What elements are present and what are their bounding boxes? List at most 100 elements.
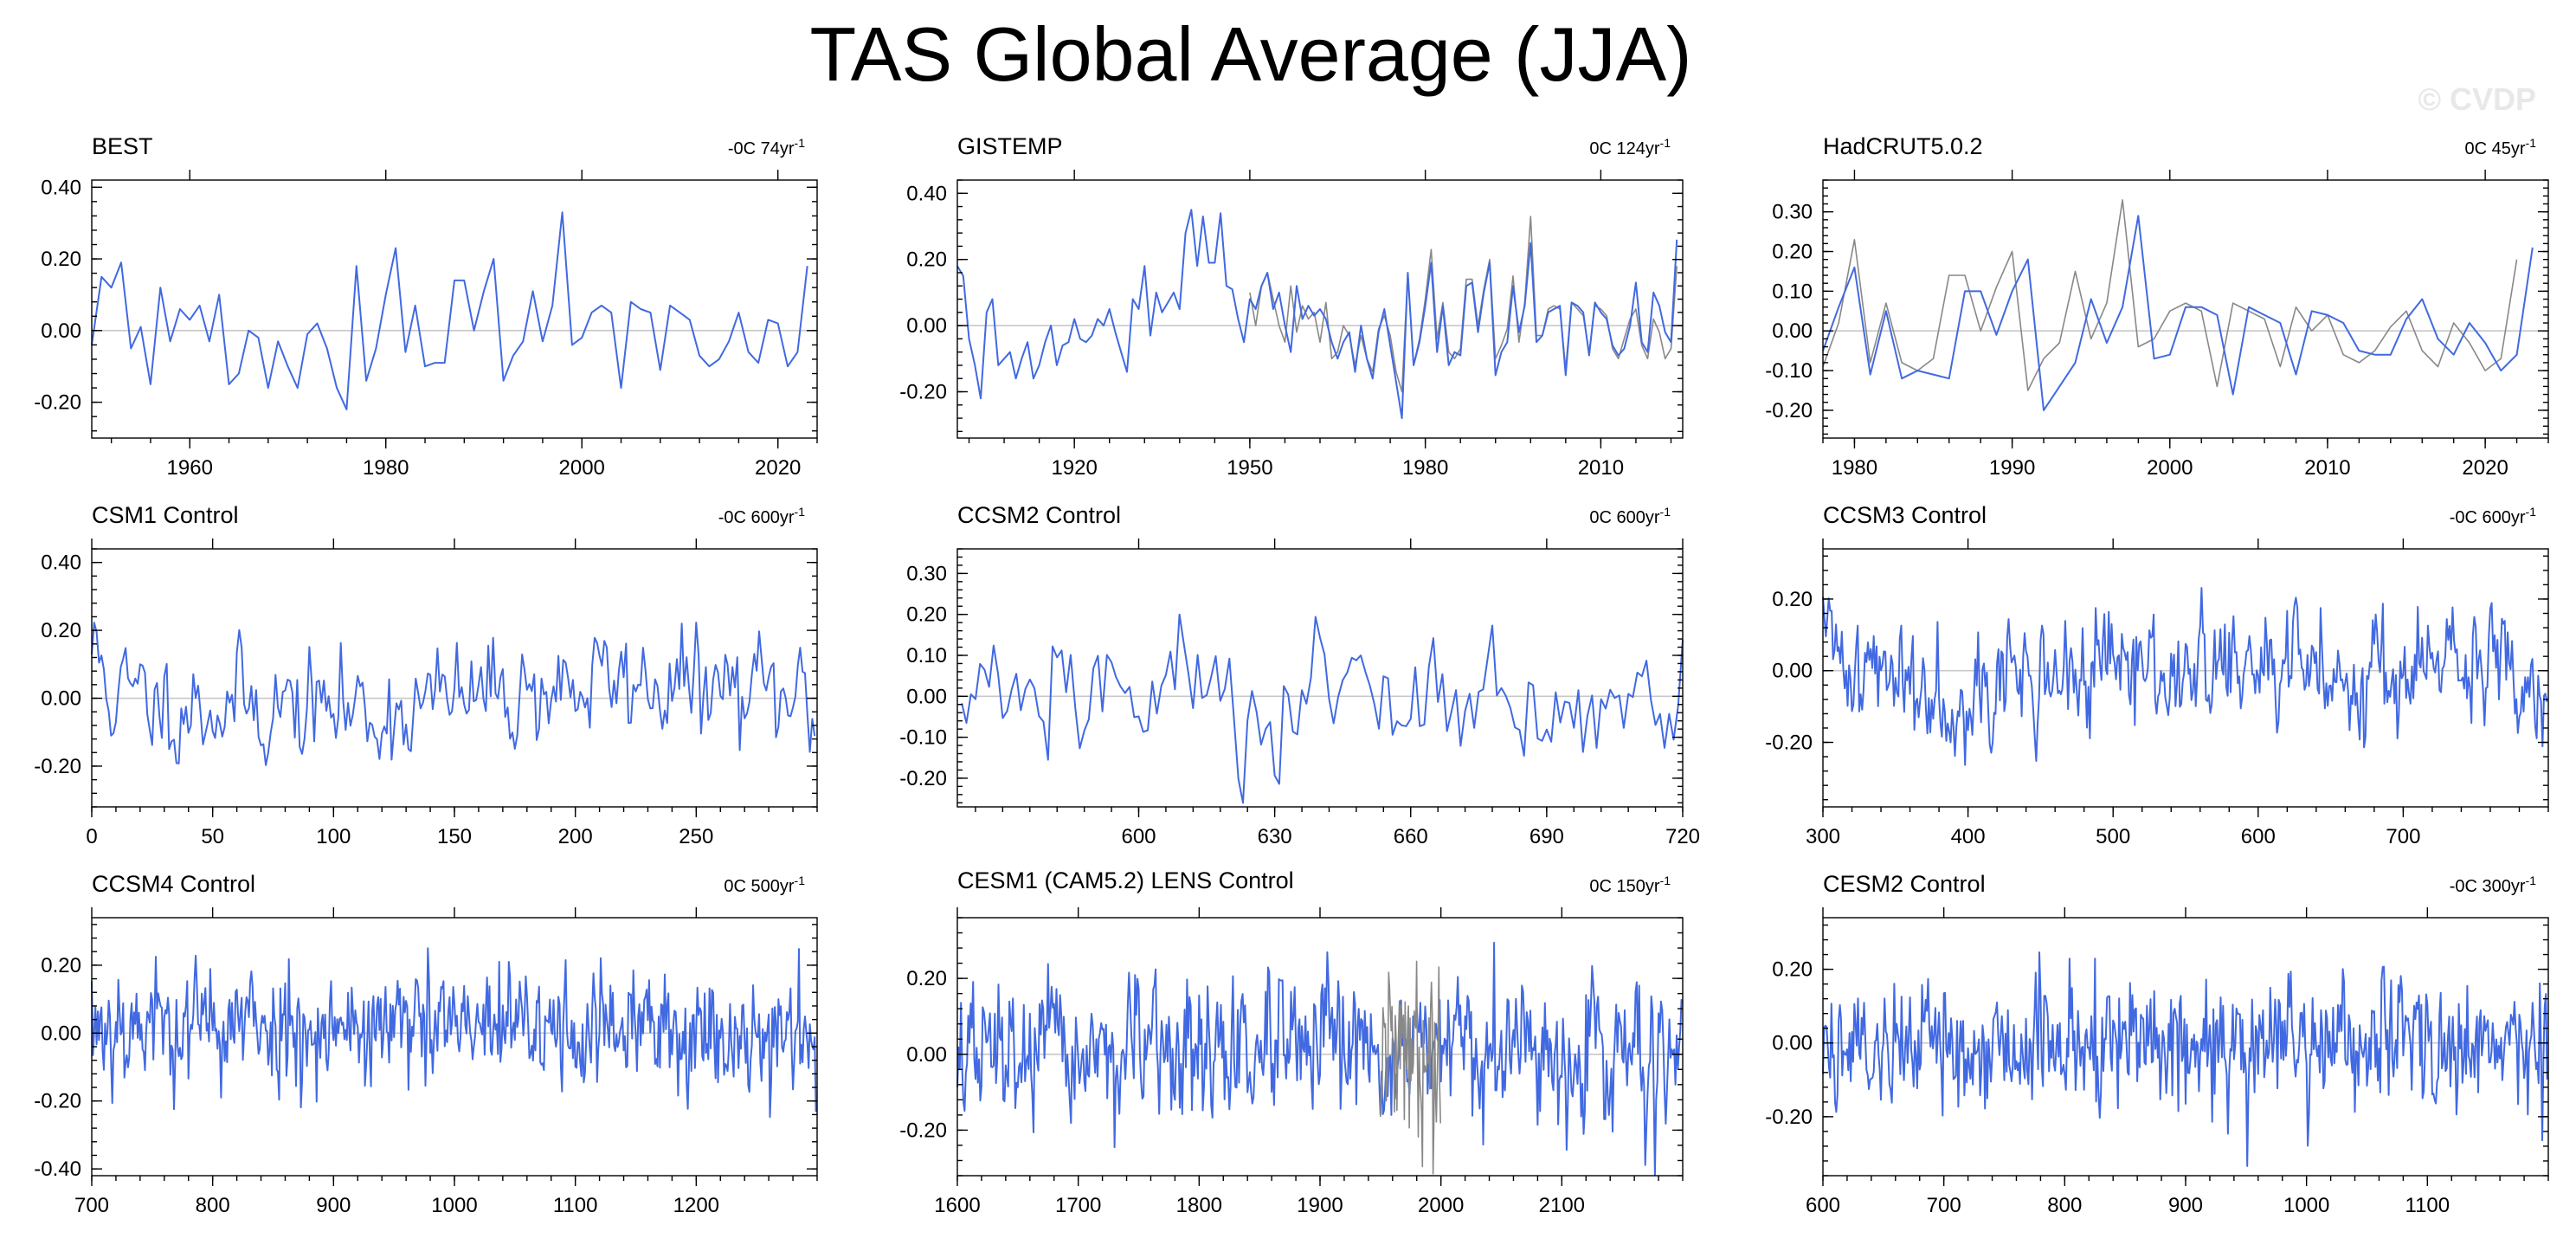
x-tick-label: 1600 — [934, 1194, 980, 1217]
y-tick-label: -0.10 — [899, 726, 947, 750]
x-tick-label: 900 — [316, 1194, 351, 1217]
x-tick-label: 1990 — [1989, 456, 2035, 480]
x-tick-label: 150 — [437, 825, 472, 848]
x-tick-label: 1920 — [1051, 456, 1097, 480]
x-tick-label: 630 — [1258, 825, 1292, 848]
panel-title: CCSM3 Control — [1823, 502, 1987, 528]
x-tick-label: 1980 — [363, 456, 409, 480]
y-tick-label: 0.00 — [41, 319, 81, 343]
trend-label: -0C 600yr-1 — [718, 505, 805, 527]
x-tick-label: 800 — [2047, 1194, 2082, 1217]
trend-superscript: -1 — [1660, 874, 1671, 887]
series-line-observations — [1380, 960, 1441, 1175]
y-tick-label: -0.20 — [34, 1090, 81, 1113]
trend-superscript: -1 — [2526, 874, 2537, 887]
panel-7: CESM1 (CAM5.2) LENS Control 0C 150yr-1 -0.… — [899, 867, 1684, 1217]
x-tick-label: 700 — [1927, 1194, 1961, 1217]
series-line-hadcrut5-0-2 — [1249, 216, 1678, 393]
trend-label: 0C 500yr-1 — [724, 874, 805, 896]
series-line-best — [91, 211, 808, 410]
plot-frame — [1822, 179, 2549, 439]
y-tick-label: -0.20 — [1765, 399, 1813, 422]
x-tick-label: 1200 — [673, 1194, 719, 1217]
y-tick-label: 0.30 — [906, 562, 947, 585]
y-tick-label: 0.40 — [906, 182, 947, 205]
trend-superscript: -1 — [1660, 505, 1671, 519]
trend-label: 0C 45yr-1 — [2465, 136, 2537, 158]
x-tick-label: 1100 — [553, 1194, 598, 1217]
series-line-ccsm2 — [961, 613, 1684, 804]
x-tick-label: 1980 — [1832, 456, 1877, 480]
trend-label: 0C 124yr-1 — [1589, 136, 1671, 158]
panel-4: CCSM2 Control 0C 600yr-1 -0.20 -0.10 0.00 0.1… — [899, 502, 1700, 848]
x-tick-label: 300 — [1806, 825, 1840, 848]
y-tick-label: 0.00 — [41, 687, 81, 711]
y-tick-label: 0.20 — [1772, 588, 1813, 611]
panel-title: HadCRUT5.0.2 — [1823, 133, 1983, 159]
x-tick-label: 250 — [679, 825, 713, 848]
panel-title: CESM2 Control — [1823, 871, 1986, 897]
trend-superscript: -1 — [795, 505, 806, 519]
y-tick-label: 0.20 — [906, 248, 947, 272]
x-tick-label: 2010 — [1578, 456, 1624, 480]
y-tick-label: 0.30 — [1772, 201, 1813, 224]
x-tick-label: 1960 — [167, 456, 213, 480]
y-tick-label: -0.10 — [1765, 359, 1813, 383]
x-tick-label: 800 — [196, 1194, 230, 1217]
plot-frame — [956, 548, 1684, 808]
panel-title: GISTEMP — [957, 133, 1063, 159]
x-tick-label: 690 — [1530, 825, 1564, 848]
x-tick-label: 400 — [1951, 825, 1986, 848]
x-tick-label: 1950 — [1227, 456, 1272, 480]
y-tick-label: 0.20 — [906, 967, 947, 990]
panel-8: CESM2 Control -0C 300yr-1 -0.20 0.00 0.20 600… — [1765, 871, 2549, 1217]
series-line-hadcrut5-0-2 — [1822, 215, 2534, 411]
x-tick-label: 600 — [2241, 825, 2276, 848]
x-tick-label: 100 — [316, 825, 351, 848]
x-tick-label: 1700 — [1055, 1194, 1101, 1217]
y-tick-label: 0.20 — [906, 603, 947, 627]
trend-label: 0C 150yr-1 — [1589, 874, 1671, 896]
figure-title: TAS Global Average (JJA) — [810, 11, 1692, 97]
panel-0: BEST -0C 74yr-1 -0.20 0.00 0.20 0.40 1960 1980 2… — [34, 133, 818, 480]
plot-frame — [91, 179, 818, 439]
x-tick-label: 2020 — [2462, 456, 2508, 480]
y-tick-label: 0.20 — [1772, 958, 1813, 982]
series-line-era — [1822, 199, 2518, 391]
trend-label: -0C 300yr-1 — [2450, 874, 2536, 896]
x-tick-label: 700 — [2386, 825, 2420, 848]
y-tick-label: 0.10 — [906, 644, 947, 667]
y-tick-label: -0.20 — [1765, 1106, 1813, 1129]
trend-label: -0C 74yr-1 — [728, 136, 805, 158]
y-tick-label: 0.10 — [1772, 280, 1813, 303]
x-tick-label: 600 — [1121, 825, 1156, 848]
panel-5: CCSM3 Control -0C 600yr-1 -0.20 0.00 0.20 300… — [1765, 502, 2549, 848]
trend-superscript: -1 — [2526, 505, 2537, 519]
y-tick-label: -0.40 — [34, 1157, 81, 1181]
y-tick-label: 0.00 — [906, 685, 947, 708]
y-tick-label: 0.00 — [41, 1022, 81, 1045]
y-tick-label: -0.20 — [34, 391, 81, 415]
y-tick-label: -0.20 — [1765, 732, 1813, 755]
y-tick-label: 0.20 — [41, 954, 81, 977]
y-tick-label: 0.20 — [41, 248, 81, 271]
x-tick-label: 1100 — [2405, 1194, 2450, 1217]
panel-2: HadCRUT5.0.2 0C 45yr-1 -0.20 -0.10 0.00 0.10 0… — [1765, 133, 2549, 480]
trend-superscript: -1 — [2526, 136, 2537, 150]
x-tick-label: 720 — [1665, 825, 1700, 848]
y-tick-label: 0.00 — [1772, 660, 1813, 683]
x-tick-label: 2010 — [2304, 456, 2350, 480]
series-line-cesm1-lens — [956, 941, 1683, 1177]
y-tick-label: 0.00 — [906, 1043, 947, 1067]
trend-superscript: -1 — [1660, 136, 1671, 150]
panel-1: GISTEMP 0C 124yr-1 -0.20 0.00 0.20 0.40 1920 19… — [899, 133, 1684, 480]
plot-frame — [1822, 548, 2549, 808]
y-tick-label: 0.20 — [41, 619, 81, 642]
series-line-gistemp — [956, 209, 1678, 420]
trend-label: -0C 600yr-1 — [2450, 505, 2536, 527]
y-tick-label: 0.20 — [1772, 241, 1813, 264]
panel-title: CESM1 (CAM5.2) LENS Control — [957, 867, 1294, 893]
x-tick-label: 2000 — [2147, 456, 2193, 480]
y-tick-label: 0.00 — [1772, 1032, 1813, 1055]
